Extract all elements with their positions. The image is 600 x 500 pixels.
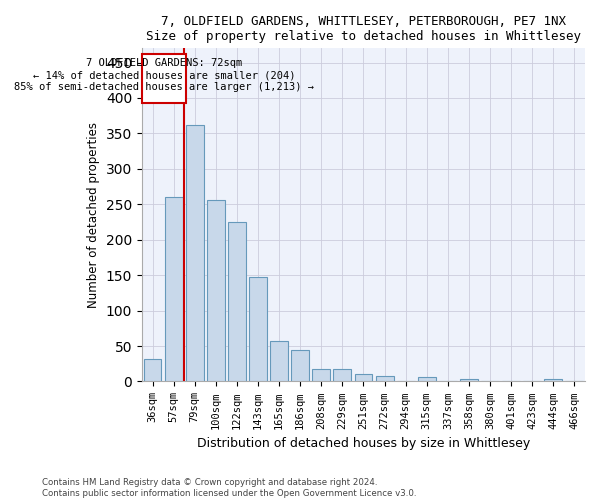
Bar [164,197,182,382]
Bar [355,374,373,382]
Bar [207,200,225,382]
Bar [270,341,288,382]
Bar [460,378,478,382]
Bar [418,377,436,382]
Bar [143,360,161,382]
Bar [186,125,203,382]
Bar [544,378,562,382]
X-axis label: Distribution of detached houses by size in Whittlesey: Distribution of detached houses by size … [197,437,530,450]
Y-axis label: Number of detached properties: Number of detached properties [88,122,100,308]
Bar [376,376,394,382]
FancyBboxPatch shape [142,54,186,103]
Bar [334,368,352,382]
Text: Contains HM Land Registry data © Crown copyright and database right 2024.
Contai: Contains HM Land Registry data © Crown c… [42,478,416,498]
Text: 7 OLDFIELD GARDENS: 72sqm: 7 OLDFIELD GARDENS: 72sqm [86,58,242,68]
Text: 85% of semi-detached houses are larger (1,213) →: 85% of semi-detached houses are larger (… [14,82,314,92]
Bar [291,350,309,382]
Bar [249,276,267,382]
Bar [313,368,330,382]
Text: ← 14% of detached houses are smaller (204): ← 14% of detached houses are smaller (20… [32,70,295,81]
Title: 7, OLDFIELD GARDENS, WHITTLESEY, PETERBOROUGH, PE7 1NX
Size of property relative: 7, OLDFIELD GARDENS, WHITTLESEY, PETERBO… [146,15,581,43]
Bar [228,222,246,382]
